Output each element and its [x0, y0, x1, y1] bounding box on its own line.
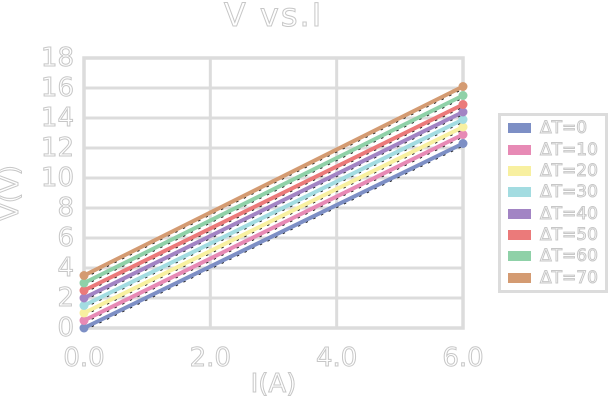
- legend-swatch: [508, 123, 531, 133]
- y-tick-label: 18: [0, 43, 74, 74]
- series-line: [84, 96, 463, 284]
- y-tick-label: 8: [0, 193, 74, 224]
- legend-swatch: [508, 145, 531, 155]
- legend-swatch: [508, 166, 531, 176]
- legend-label: ΔT=70: [540, 269, 598, 287]
- legend-entry: ΔT=0: [501, 119, 605, 137]
- legend-label: ΔT=40: [540, 205, 598, 223]
- legend-label: ΔT=0: [540, 119, 587, 137]
- x-tick-label: 4.0: [297, 343, 377, 374]
- legend-entry: ΔT=10: [501, 141, 605, 159]
- legend-label: ΔT=30: [540, 183, 598, 201]
- data-point-marker: [459, 100, 468, 109]
- x-tick-label: 6.0: [423, 343, 503, 374]
- series-dash-hint: [84, 107, 463, 293]
- series-dash-hint: [84, 122, 463, 308]
- series-line: [84, 135, 463, 321]
- legend-label: ΔT=10: [540, 141, 598, 159]
- y-tick-label: 2: [0, 283, 74, 314]
- legend-label: ΔT=20: [540, 162, 598, 180]
- y-tick-label: 14: [0, 103, 74, 134]
- series-line: [84, 144, 463, 329]
- legend-entry: ΔT=40: [501, 205, 605, 223]
- series-line: [84, 127, 463, 313]
- series-dash-hint: [84, 98, 463, 286]
- legend-swatch: [508, 187, 531, 197]
- series-line: [84, 112, 463, 298]
- legend-entry: ΔT=60: [501, 247, 605, 265]
- legend-entry: ΔT=20: [501, 162, 605, 180]
- series-dash-hint: [84, 137, 463, 323]
- series-line: [84, 105, 463, 291]
- legend-label: ΔT=60: [540, 247, 598, 265]
- y-tick-label: 10: [0, 163, 74, 194]
- chart-canvas: V vs.I V(V) I(A) 0246810121416180.02.04.…: [0, 0, 612, 407]
- y-tick-label: 16: [0, 73, 74, 104]
- data-point-marker: [459, 82, 468, 91]
- series-line: [84, 87, 463, 276]
- legend-entry: ΔT=70: [501, 269, 605, 287]
- legend-swatch: [508, 273, 531, 283]
- legend-swatch: [508, 230, 531, 240]
- legend-swatch: [508, 209, 531, 219]
- legend: ΔT=0 ΔT=10 ΔT=20 ΔT=30 ΔT=40 ΔT=50 ΔT=60 ΔT=70: [498, 113, 608, 293]
- data-point-marker: [80, 271, 89, 280]
- y-tick-label: 6: [0, 223, 74, 254]
- legend-entry: ΔT=30: [501, 183, 605, 201]
- data-point-marker: [459, 139, 468, 148]
- legend-swatch: [508, 251, 531, 261]
- legend-label: ΔT=50: [540, 226, 598, 244]
- x-tick-label: 0.0: [44, 343, 124, 374]
- data-point-marker: [459, 91, 468, 100]
- y-tick-label: 0: [0, 313, 74, 344]
- plot-border: [84, 58, 463, 328]
- legend-entry: ΔT=50: [501, 226, 605, 244]
- x-tick-label: 2.0: [170, 343, 250, 374]
- y-tick-label: 4: [0, 253, 74, 284]
- y-tick-label: 12: [0, 133, 74, 164]
- series-dash-hint: [84, 129, 463, 315]
